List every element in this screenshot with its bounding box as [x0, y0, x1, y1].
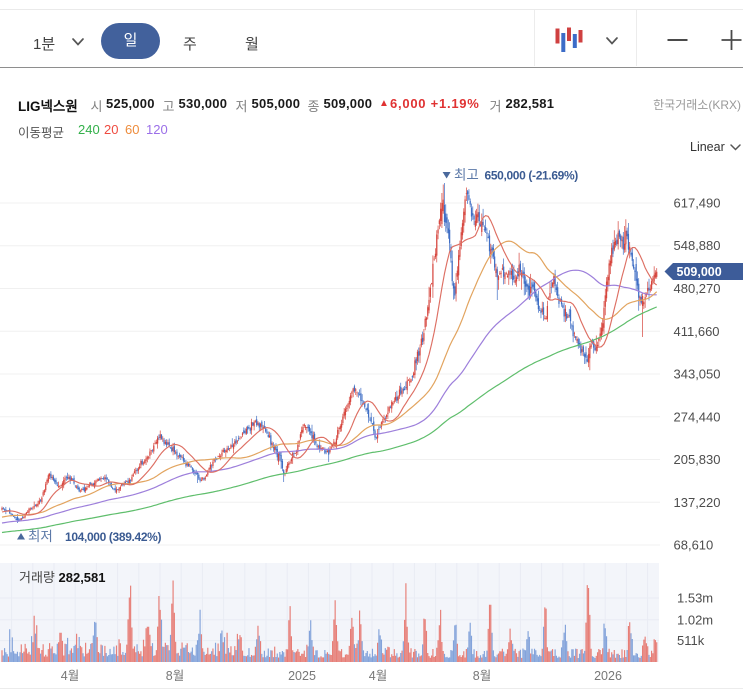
- svg-text:1.53m: 1.53m: [677, 591, 713, 606]
- svg-text:2025: 2025: [288, 669, 316, 683]
- svg-text:548,880: 548,880: [674, 238, 721, 253]
- svg-text:8월: 8월: [166, 669, 184, 683]
- svg-text:2026: 2026: [594, 669, 622, 683]
- svg-text:4월: 4월: [61, 669, 79, 683]
- svg-text:274,440: 274,440: [674, 409, 721, 424]
- svg-text:104,000 (389.42%): 104,000 (389.42%): [65, 530, 161, 544]
- svg-text:137,220: 137,220: [674, 495, 721, 510]
- svg-text:거래량 282,581: 거래량 282,581: [19, 570, 106, 585]
- svg-text:최고: 최고: [454, 168, 479, 183]
- svg-text:1.02m: 1.02m: [677, 612, 713, 627]
- svg-text:509,000: 509,000: [677, 265, 722, 279]
- svg-text:343,050: 343,050: [674, 367, 721, 382]
- svg-text:650,000 (-21.69%): 650,000 (-21.69%): [485, 169, 579, 183]
- svg-text:617,490: 617,490: [674, 196, 721, 211]
- svg-text:8월: 8월: [473, 669, 491, 683]
- svg-text:411,660: 411,660: [674, 324, 720, 339]
- svg-text:205,830: 205,830: [674, 452, 721, 467]
- svg-text:511k: 511k: [677, 633, 705, 648]
- svg-text:480,270: 480,270: [674, 281, 721, 296]
- svg-text:최저: 최저: [28, 529, 53, 544]
- svg-text:4월: 4월: [369, 669, 387, 683]
- svg-text:68,610: 68,610: [674, 538, 714, 553]
